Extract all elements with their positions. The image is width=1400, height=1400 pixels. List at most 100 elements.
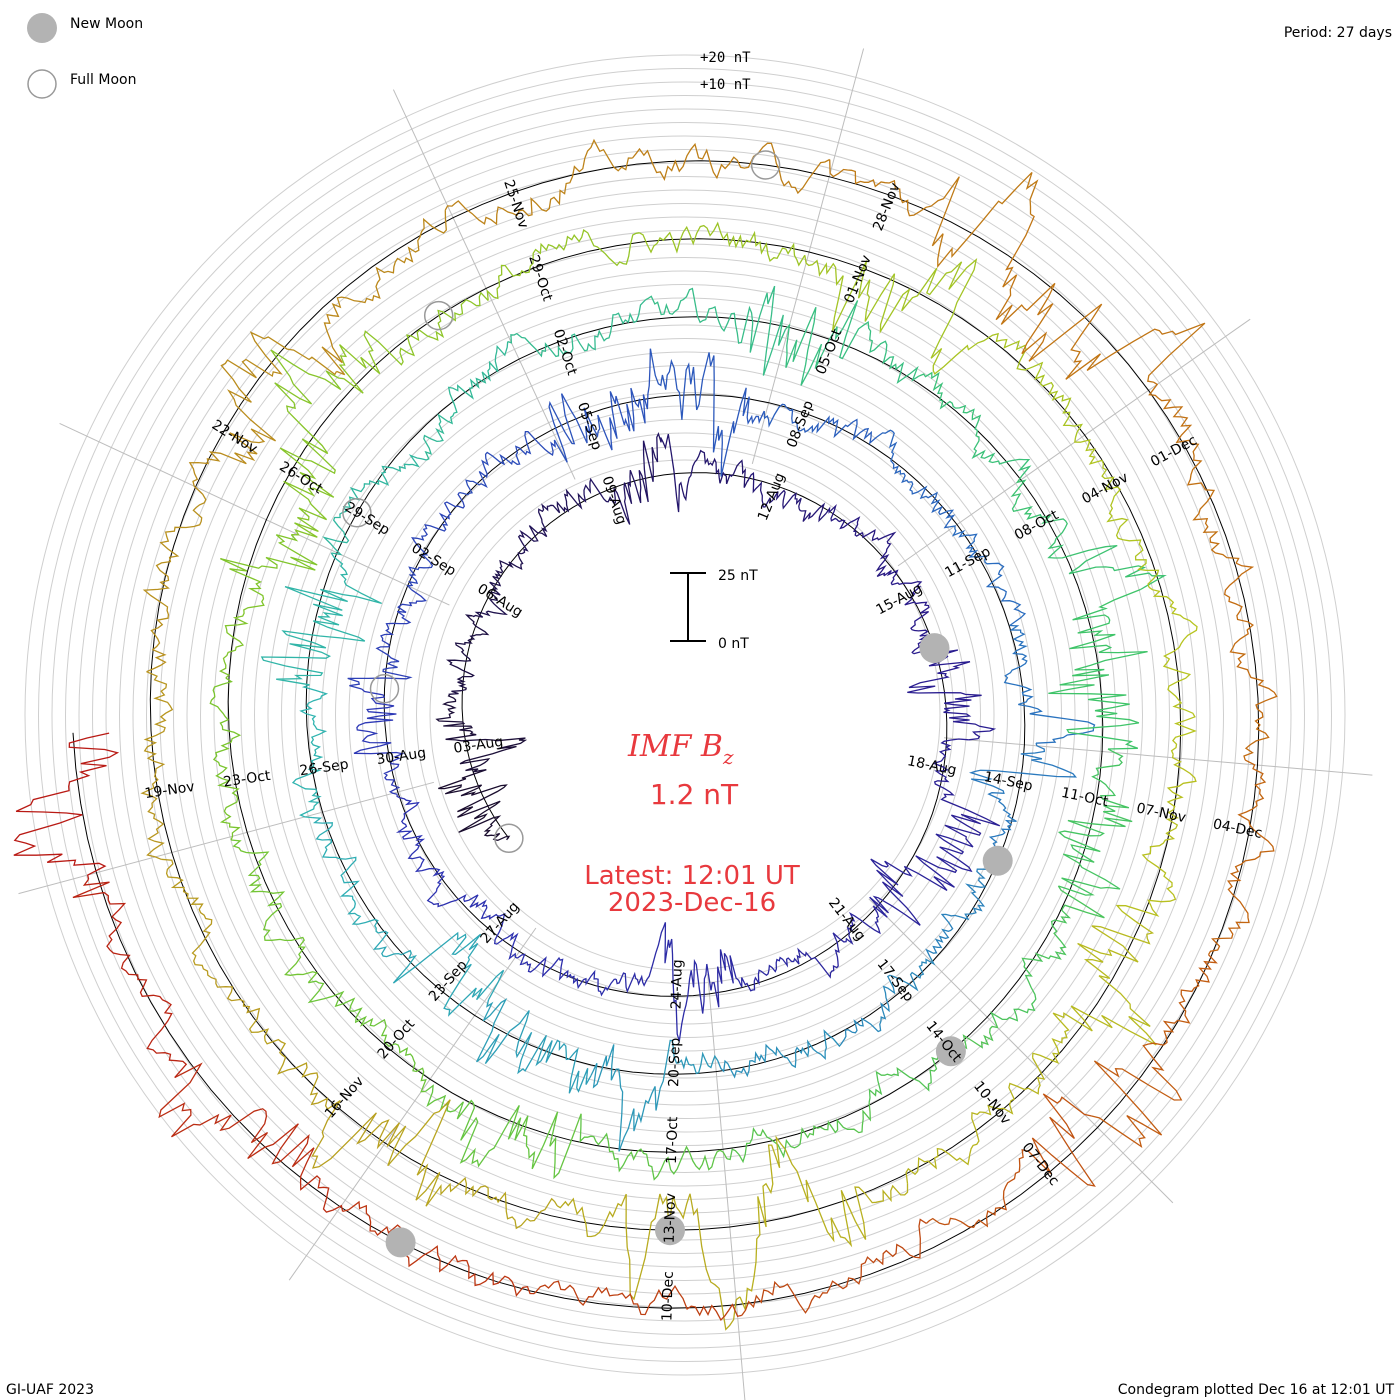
bz-trace-segment xyxy=(1091,954,1218,1149)
grid-ring xyxy=(173,203,1197,1227)
bz-trace-segment xyxy=(486,229,640,301)
grid-ring xyxy=(51,81,1319,1349)
bz-trace-segment xyxy=(406,492,466,591)
new-moon-marker xyxy=(982,845,1013,876)
current-value: 1.2 nT xyxy=(650,778,739,811)
bz-trace-segment xyxy=(1003,624,1096,744)
grid-spoke xyxy=(392,89,576,480)
scale-bar: 25 nT 0 nT xyxy=(670,568,758,652)
scale-top-label: 25 nT xyxy=(718,568,758,584)
grid-ring xyxy=(38,68,1332,1362)
bz-trace-segment xyxy=(1010,475,1167,591)
grid-spoke xyxy=(751,48,865,465)
new-moon-marker xyxy=(655,1215,685,1246)
bz-trace-segment xyxy=(423,341,509,461)
bz-trace-segment xyxy=(1048,588,1148,750)
bz-trace-segment xyxy=(925,859,1002,957)
bz-trace-segment xyxy=(1207,759,1275,956)
bz-trace-segment xyxy=(161,858,261,1020)
full-moon-marker xyxy=(494,823,524,854)
ring-scale-plus20: +20 nT xyxy=(700,50,751,66)
bz-trace-segment xyxy=(435,694,528,773)
bz-trace-segment xyxy=(1223,562,1278,761)
bz-trace-segment xyxy=(579,1113,728,1181)
bz-trace-segment xyxy=(438,769,511,841)
grid-spoke xyxy=(18,781,435,895)
bz-trace-segment xyxy=(869,833,974,926)
bz-trace-segment xyxy=(763,403,878,445)
full-moon-marker xyxy=(369,673,400,704)
bz-trace-segment xyxy=(968,742,1078,861)
grid-spoke xyxy=(59,422,450,606)
grid-ring xyxy=(294,324,1076,1106)
ring-scale-plus10: +10 nT xyxy=(700,77,751,93)
date-label: 26-Sep xyxy=(299,756,350,779)
grid-ring xyxy=(146,176,1224,1254)
bz-trace-segment xyxy=(1148,381,1240,564)
bz-trace-segment xyxy=(321,210,447,376)
bz-trace-segment xyxy=(739,1135,909,1310)
date-label: 23-Sep xyxy=(426,957,471,1005)
date-label: 11-Oct xyxy=(1060,785,1110,810)
bz-trace-segment xyxy=(291,684,329,819)
bz-trace-segment xyxy=(13,732,120,880)
bz-trace-segment xyxy=(459,431,556,496)
bz-trace-segment xyxy=(188,331,338,495)
bz-trace-segment xyxy=(907,649,997,741)
grid-ring xyxy=(416,446,954,984)
grid-ring xyxy=(119,149,1251,1281)
date-label: 19-Nov xyxy=(144,779,196,802)
date-label: 05-Sep xyxy=(574,400,605,452)
date-label: 08-Oct xyxy=(1012,507,1062,544)
date-label: 12-Aug xyxy=(755,471,788,523)
bz-trace-segment xyxy=(347,589,427,690)
bz-trace-segment xyxy=(649,348,765,477)
bz-trace-segment xyxy=(517,488,583,555)
bz-trace-segment xyxy=(507,299,647,358)
bz-trace-segment xyxy=(639,221,806,267)
grid-spoke xyxy=(288,927,537,1281)
date-label: 15-Aug xyxy=(874,581,926,619)
bz-trace-segment xyxy=(746,471,827,523)
date-label: 29-Sep xyxy=(342,499,392,539)
quantity-title: IMF Bz xyxy=(627,729,734,769)
bz-trace-segment xyxy=(581,432,662,525)
bz-trace-segment xyxy=(270,349,344,538)
grid-ring xyxy=(227,257,1143,1173)
date-label: 06-Aug xyxy=(474,581,525,621)
date-label: 03-Aug xyxy=(453,734,505,757)
bz-trace-segment xyxy=(949,525,1027,627)
scale-bottom-label: 0 nT xyxy=(718,636,749,652)
zero-baseline xyxy=(72,160,1260,1309)
grid-ring xyxy=(24,54,1346,1376)
bz-trace-segment xyxy=(883,569,930,655)
period-label: Period: 27 days xyxy=(1284,25,1392,41)
new-moon-marker xyxy=(935,1036,966,1067)
latest-date: 2023-Dec-16 xyxy=(608,888,776,918)
data-traces xyxy=(13,138,1278,1331)
bz-trace-segment xyxy=(476,997,592,1094)
bz-trace-segment xyxy=(868,1020,999,1103)
full-moon-marker xyxy=(342,497,372,528)
date-label: 21-Aug xyxy=(825,895,868,944)
date-label: 24-Aug xyxy=(668,959,685,1009)
bz-trace-segment xyxy=(741,1218,927,1316)
bz-trace-segment xyxy=(932,738,1001,848)
bz-trace-segment xyxy=(710,949,801,1008)
bz-trace-segment xyxy=(905,1057,1046,1184)
grid-ring xyxy=(65,95,1305,1335)
bz-trace-segment xyxy=(645,285,787,376)
bz-trace-segment xyxy=(1057,748,1133,896)
legend-full-moon: Full Moon xyxy=(70,72,136,88)
bz-trace-segment xyxy=(804,255,978,359)
date-label: 23-Oct xyxy=(222,768,272,791)
full-moon-marker xyxy=(423,300,454,331)
bz-trace-segment xyxy=(590,1039,719,1152)
bz-trace-segment xyxy=(995,213,1206,383)
date-label: 02-Sep xyxy=(408,540,458,580)
bz-trace-segment xyxy=(548,348,652,463)
grid-spoke xyxy=(943,737,1373,776)
bz-trace-segment xyxy=(158,1062,344,1213)
bz-trace-segment xyxy=(930,332,1084,438)
